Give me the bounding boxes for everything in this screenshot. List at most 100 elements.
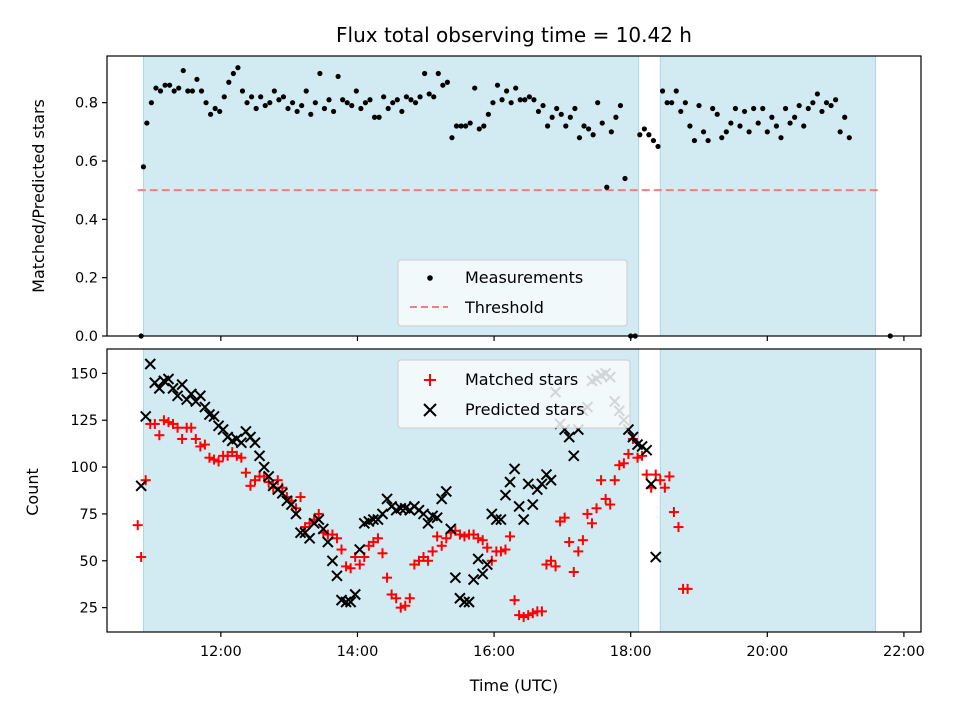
matched-stars-point (564, 537, 575, 548)
measurement-point (212, 105, 218, 112)
matched-stars-point (659, 482, 670, 493)
predicted-stars-point (135, 480, 147, 492)
measurement-point (764, 129, 770, 135)
measurement-point (700, 129, 707, 135)
legend-matched-label: Matched stars (465, 370, 578, 389)
measurement-point (321, 105, 328, 112)
measurement-point (673, 88, 679, 94)
matched-stars-point (586, 518, 597, 529)
measurement-point (253, 105, 259, 112)
top-y-ticks: 0.0 0.2 0.4 0.6 0.8 (75, 96, 107, 345)
matched-stars-point (596, 475, 607, 486)
measurement-point (148, 100, 154, 106)
measurement-point (258, 94, 264, 100)
predicted-stars-point (258, 461, 270, 473)
measurement-point (349, 102, 355, 109)
matched-stars-point (354, 559, 365, 570)
measurement-point (646, 132, 652, 138)
measurement-point (303, 88, 309, 94)
matched-stars-point (345, 563, 356, 574)
predicted-stars-point (208, 410, 220, 423)
predicted-stars-point (517, 513, 530, 526)
matched-stars-point (336, 544, 347, 555)
measurement-point (198, 88, 205, 94)
matched-stars-point (605, 499, 616, 510)
x-tick-label: 12:00 (200, 644, 242, 660)
matched-stars-point (559, 512, 570, 523)
matched-stars-point (391, 593, 402, 604)
matched-stars-point (577, 535, 588, 546)
predicted-stars-point (627, 431, 639, 443)
predicted-stars-point (650, 551, 662, 563)
measurement-point (576, 135, 583, 141)
measurement-point (810, 100, 816, 106)
matched-stars-point (432, 531, 443, 542)
predicted-stars-point (467, 573, 480, 586)
top-panel: 0.0 0.2 0.4 0.6 0.8 Flux total observing tim… (29, 23, 922, 345)
legend-measurements-label: Measurements (465, 268, 583, 287)
matched-stars-point (573, 546, 584, 557)
measurement-point (180, 67, 186, 74)
predicted-stars-point (422, 517, 434, 530)
measurement-point (540, 102, 546, 109)
matched-stars-point (163, 417, 174, 428)
predicted-stars-point (153, 382, 166, 395)
measurement-point (669, 100, 675, 106)
measurement-point (194, 76, 200, 82)
measurement-point (705, 137, 711, 144)
matched-stars-point (423, 555, 434, 566)
y-tick-label: 25 (80, 601, 98, 617)
measurement-point (185, 88, 191, 94)
legend-measurements-marker (427, 275, 433, 281)
measurement-point (828, 102, 834, 109)
predicted-stars-point (340, 596, 352, 608)
measurement-point (522, 97, 528, 103)
predicted-stars-point (144, 358, 156, 370)
matched-stars-point (154, 430, 165, 441)
top-y-axis-label: Matched/Predicted stars (29, 99, 48, 293)
matched-stars-point (331, 533, 342, 544)
predicted-stars-point (290, 508, 302, 520)
measurement-point (696, 102, 702, 109)
measurement-point (792, 114, 798, 120)
predicted-stars-point (458, 596, 471, 608)
measurement-point (567, 114, 573, 120)
measurement-point (778, 135, 784, 141)
matched-stars-point (500, 544, 511, 555)
predicted-stars-point (140, 410, 152, 423)
predicted-stars-point (367, 513, 380, 526)
y-tick-label: 150 (70, 366, 98, 382)
predicted-stars-point (285, 498, 298, 511)
matched-stars-point (614, 460, 625, 471)
measurement-point (385, 105, 391, 112)
measurement-point (162, 82, 168, 88)
measurement-point (535, 108, 542, 115)
y-tick-label: 0.2 (75, 271, 98, 287)
bottom-y-axis-label: Count (23, 468, 42, 516)
measurement-point (751, 105, 757, 112)
measurement-point (531, 97, 537, 103)
predicted-stars-point (194, 390, 207, 402)
measurement-point (449, 135, 455, 141)
measurement-point (435, 70, 441, 77)
measurement-point (769, 114, 775, 120)
bottom-x-ticks: 12:00 14:00 16:00 18:00 20:00 22:00 (200, 632, 925, 660)
predicted-stars-point (176, 378, 188, 391)
matched-stars-point (272, 475, 283, 486)
matched-stars-point (400, 600, 411, 611)
top-axes-frame (106, 55, 922, 337)
measurement-point (157, 88, 164, 94)
matched-stars-point (177, 433, 188, 444)
predicted-stars-point (253, 450, 266, 462)
measurement-point (458, 123, 464, 129)
predicted-stars-point (349, 588, 361, 601)
measurement-point (203, 100, 209, 106)
measurements-layer (138, 65, 893, 339)
measurement-point (558, 111, 564, 117)
measurement-point (691, 137, 698, 144)
bottom-y-ticks: 25 50 75 100 125 150 (70, 366, 107, 617)
measurement-point (608, 129, 614, 135)
predicted-stars-point (472, 553, 484, 565)
predicted-stars-point (449, 571, 462, 584)
matched-stars-point (505, 531, 516, 542)
